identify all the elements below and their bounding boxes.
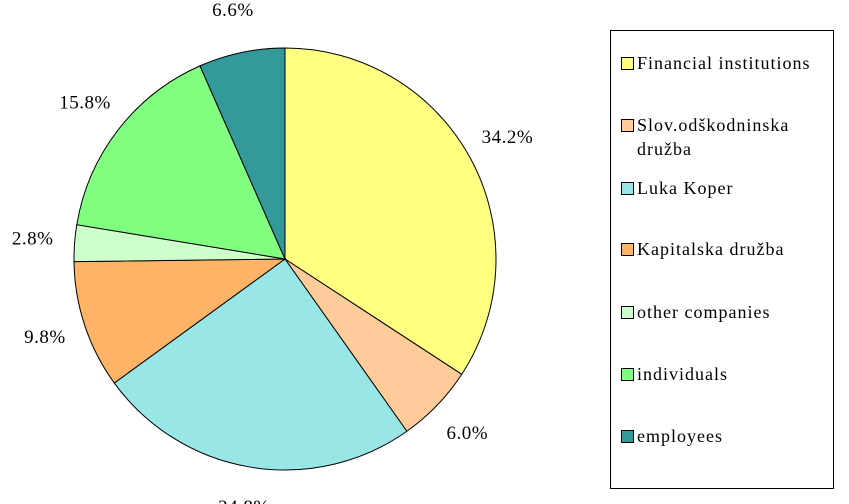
data-label: 24.8% [218,497,270,504]
legend-item: other companies [621,300,833,324]
legend-swatch [621,119,634,132]
data-label: 6.0% [446,423,488,444]
data-label: 15.8% [59,92,111,113]
legend-swatch [621,306,634,319]
data-label: 6.6% [212,0,254,21]
pie-area: 34.2% 6.0% 24.8% 9.8% 2.8% 15.8% 6.6% [12,0,534,504]
legend-item: Luka Koper [621,176,833,200]
legend-label: Luka Koper [637,178,734,198]
legend-item: Slov.odškodninska družba [621,113,833,161]
pie-slice [199,47,286,260]
legend-swatch [621,57,634,70]
data-label: 2.8% [12,228,54,249]
pie-slice [113,258,408,471]
legend-label: Kapitalska družba [637,239,785,259]
legend-label: employees [637,426,723,446]
legend-swatch [621,368,634,381]
pie-slice [284,47,497,375]
legend-item: individuals [621,362,833,386]
pie-slice [76,65,286,260]
legend-label: Financial institutions [637,53,811,73]
legend-label: other companies [637,302,771,322]
legend-swatch [621,243,634,256]
legend-label: individuals [637,364,728,384]
pie-slice [73,258,287,384]
legend-swatch [621,182,634,195]
legend: Financial institutions Slov.odškodninska … [610,30,834,489]
legend-item: Kapitalska družba [621,237,833,261]
legend-item: employees [621,424,833,448]
data-label: 9.8% [24,327,66,348]
legend-label: Slov.odškodninska družba [637,115,790,159]
legend-item: Financial institutions [621,51,833,75]
data-label: 34.2% [482,127,534,148]
legend-swatch [621,430,634,443]
